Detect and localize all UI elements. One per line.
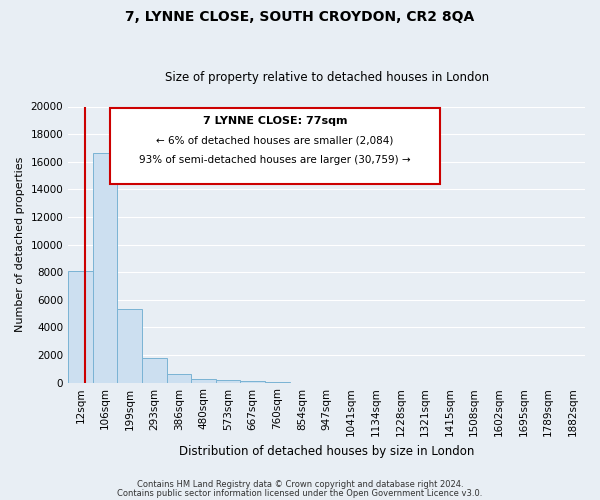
- Text: ← 6% of detached houses are smaller (2,084): ← 6% of detached houses are smaller (2,0…: [156, 136, 394, 145]
- Text: 7, LYNNE CLOSE, SOUTH CROYDON, CR2 8QA: 7, LYNNE CLOSE, SOUTH CROYDON, CR2 8QA: [125, 10, 475, 24]
- Bar: [216, 380, 241, 382]
- Bar: [93, 154, 118, 382]
- Text: Contains public sector information licensed under the Open Government Licence v3: Contains public sector information licen…: [118, 488, 482, 498]
- X-axis label: Distribution of detached houses by size in London: Distribution of detached houses by size …: [179, 444, 474, 458]
- Text: Contains HM Land Registry data © Crown copyright and database right 2024.: Contains HM Land Registry data © Crown c…: [137, 480, 463, 489]
- Bar: [191, 378, 216, 382]
- Title: Size of property relative to detached houses in London: Size of property relative to detached ho…: [164, 72, 488, 85]
- Bar: [167, 374, 191, 382]
- Text: 7 LYNNE CLOSE: 77sqm: 7 LYNNE CLOSE: 77sqm: [203, 116, 347, 126]
- Text: 93% of semi-detached houses are larger (30,759) →: 93% of semi-detached houses are larger (…: [139, 155, 411, 165]
- Bar: [142, 358, 167, 382]
- FancyBboxPatch shape: [110, 108, 440, 184]
- Bar: [118, 310, 142, 382]
- Bar: [241, 381, 265, 382]
- Bar: [68, 271, 93, 382]
- Y-axis label: Number of detached properties: Number of detached properties: [15, 157, 25, 332]
